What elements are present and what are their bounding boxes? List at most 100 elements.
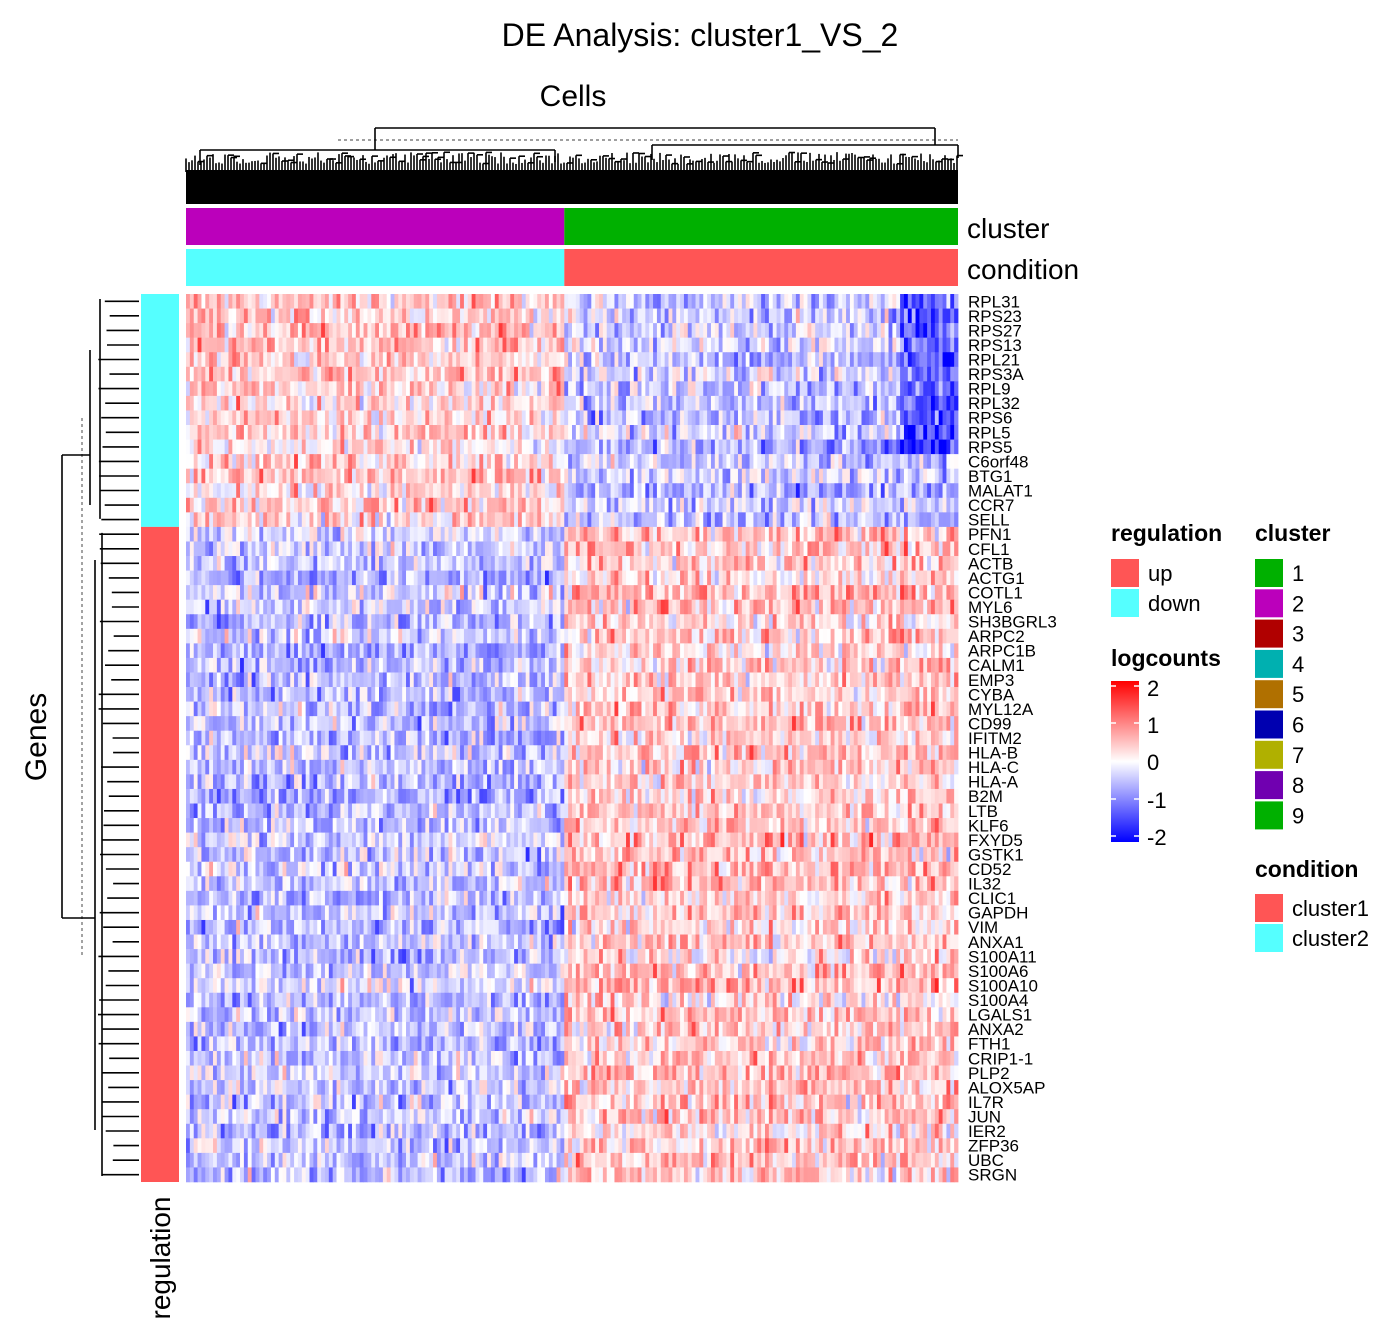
heatmap-cell (888, 556, 893, 571)
heatmap-cell (903, 352, 909, 368)
heatmap-cell (351, 556, 357, 571)
heatmap-cell (309, 585, 314, 601)
heatmap-cell (691, 570, 696, 586)
heatmap-cell (911, 541, 916, 557)
heatmap-cell (784, 483, 789, 499)
heatmap-cell (676, 395, 681, 411)
heatmap-cell (857, 483, 862, 499)
heatmap-cell (950, 512, 955, 528)
heatmap-cell (923, 425, 928, 440)
heatmap-cell (614, 585, 619, 601)
heatmap-cell (826, 454, 832, 469)
heatmap-cell (799, 439, 804, 455)
heatmap-cell (757, 556, 762, 571)
heatmap-cell (344, 526, 349, 542)
heatmap-cell (737, 585, 743, 601)
heatmap-cell (313, 526, 318, 542)
heatmap-cell (734, 323, 739, 338)
heatmap-cell (842, 381, 847, 397)
heatmap-cell (745, 497, 750, 513)
heatmap-cell (672, 308, 677, 324)
heatmap-cell (749, 323, 754, 338)
heatmap-cell (757, 308, 762, 324)
heatmap-cell (502, 294, 507, 309)
heatmap-cell (228, 468, 233, 484)
heatmap-cell (641, 352, 646, 368)
heatmap-cell (433, 483, 438, 499)
heatmap-cell (826, 526, 832, 542)
heatmap-cell (792, 541, 797, 557)
heatmap-cell (784, 381, 789, 397)
heatmap-cell (328, 410, 334, 426)
heatmap-cell (784, 614, 789, 630)
heatmap-cell (379, 294, 384, 309)
heatmap-cell (691, 585, 696, 601)
heatmap-cell (475, 526, 480, 542)
heatmap-cell (842, 439, 847, 455)
heatmap-cell (857, 425, 862, 440)
heatmap-cell (286, 294, 291, 309)
heatmap-cell (784, 323, 789, 338)
heatmap-cell (270, 395, 276, 411)
heatmap-cell (602, 468, 608, 484)
heatmap-cell (826, 425, 832, 440)
heatmap-cell (525, 323, 530, 338)
heatmap-cell (726, 366, 731, 382)
heatmap-cell (896, 395, 901, 411)
heatmap-cell (429, 497, 434, 513)
heatmap-cell (514, 439, 519, 455)
heatmap-cell (440, 352, 446, 368)
heatmap-cell (367, 410, 372, 426)
heatmap-cell (425, 425, 430, 440)
heatmap-cell (587, 294, 592, 309)
heatmap-cell (224, 585, 229, 601)
heatmap-cell (409, 614, 415, 630)
heatmap-cell (521, 599, 527, 615)
heatmap-cell (687, 541, 693, 557)
heatmap-cell (575, 599, 581, 615)
heatmap-cell (741, 425, 747, 440)
heatmap-cell (838, 454, 843, 469)
heatmap-cell (213, 308, 218, 324)
heatmap-cell (216, 366, 222, 382)
heatmap-cell (475, 483, 480, 499)
heatmap-cell (737, 323, 743, 338)
heatmap-cell (363, 614, 368, 630)
heatmap-cell (224, 381, 229, 397)
heatmap-cell (610, 381, 615, 397)
heatmap-cell (792, 570, 797, 586)
heatmap-cell (386, 614, 391, 630)
heatmap-cell (846, 599, 851, 615)
heatmap-cell (267, 410, 272, 426)
heatmap-cell (444, 541, 449, 557)
heatmap-cell (606, 352, 611, 368)
heatmap-cell (950, 454, 955, 469)
heatmap-cell (846, 294, 851, 309)
heatmap-cell (367, 541, 372, 557)
heatmap-cell (892, 541, 897, 557)
heatmap-cell (761, 570, 766, 586)
heatmap-cell (934, 526, 940, 542)
heatmap-cell (382, 614, 388, 630)
heatmap-cell (583, 294, 588, 309)
heatmap-cell (633, 512, 639, 528)
heatmap-cell (506, 526, 511, 542)
heatmap-cell (201, 454, 206, 469)
heatmap-cell (363, 294, 368, 309)
heatmap-cell (402, 526, 407, 542)
heatmap-cell (371, 323, 376, 338)
heatmap-cell (425, 381, 430, 397)
heatmap-cell (734, 497, 739, 513)
heatmap-cell (375, 497, 380, 513)
heatmap-cell (390, 512, 395, 528)
heatmap-cell (664, 556, 669, 571)
heatmap-cell (425, 323, 430, 338)
heatmap-cell (240, 556, 245, 571)
heatmap-cell (460, 410, 465, 426)
heatmap-cell (892, 497, 897, 513)
heatmap-cell (456, 337, 461, 353)
heatmap-cell (286, 512, 291, 528)
heatmap-cell (656, 381, 662, 397)
heatmap-cell (838, 308, 843, 324)
heatmap-cell (645, 599, 650, 615)
